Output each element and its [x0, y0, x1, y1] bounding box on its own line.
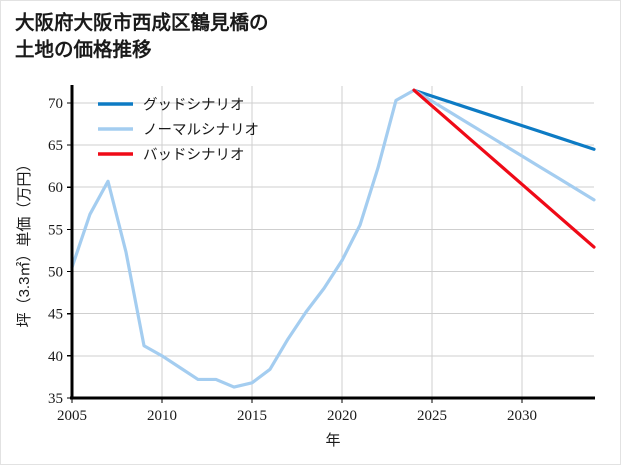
- legend-label-1: ノーマルシナリオ: [143, 123, 259, 139]
- y-tick-label: 65: [48, 138, 63, 154]
- series-line-normal: [70, 88, 596, 389]
- x-tick-label: 2020: [327, 408, 357, 424]
- y-axis-title: 坪（3.3㎡）単価（万円）: [16, 157, 33, 328]
- series-line-good: [412, 88, 596, 151]
- series-group: [70, 88, 596, 389]
- legend-label-2: バッドシナリオ: [143, 148, 245, 164]
- x-tick-label: 2025: [417, 408, 447, 424]
- y-tick-label: 35: [48, 391, 63, 407]
- legend-label-0: グッドシナリオ: [143, 97, 245, 114]
- x-axis: 2005 2010 2015 2020 2025 2030: [57, 398, 537, 424]
- page-title: 大阪府大阪市西成区鶴見橋の 土地の価格推移: [15, 12, 269, 61]
- y-tick-label: 50: [48, 265, 63, 281]
- y-tick-label: 55: [48, 222, 63, 238]
- y-tick-label: 60: [48, 180, 63, 196]
- y-tick-label: 40: [48, 349, 63, 365]
- y-axis: 35 40 45 50 55 60 65 70: [48, 96, 72, 407]
- x-tick-label: 2010: [147, 408, 177, 424]
- series-line-bad: [412, 88, 596, 249]
- x-tick-label: 2030: [507, 408, 537, 424]
- y-tick-label: 70: [48, 96, 63, 112]
- x-tick-label: 2015: [237, 408, 267, 424]
- y-tick-label: 45: [48, 307, 63, 323]
- x-tick-label: 2005: [57, 408, 87, 424]
- axis-spines: [70, 85, 595, 400]
- x-axis-title: 年: [325, 432, 340, 449]
